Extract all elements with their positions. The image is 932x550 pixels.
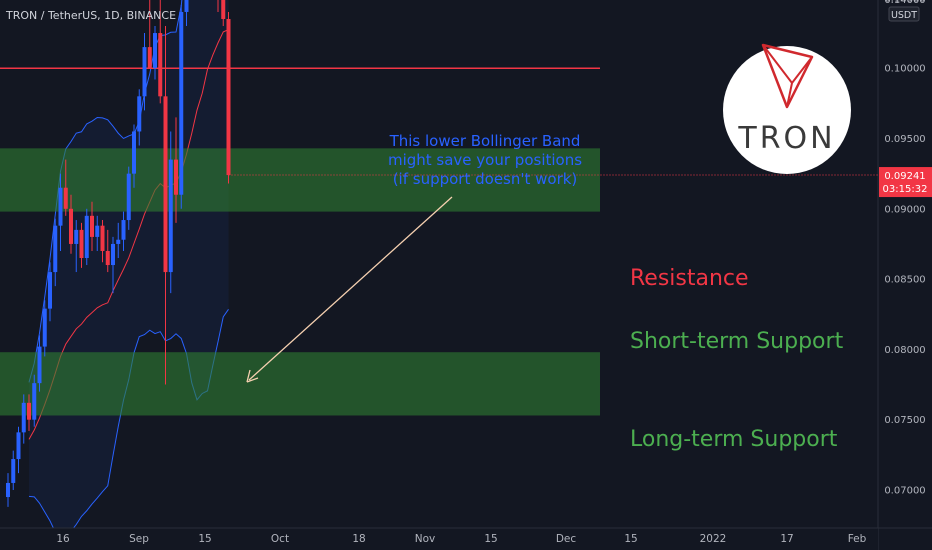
candle-body (95, 225, 100, 237)
callout-text-line: (if support doesn't work) (393, 170, 578, 188)
time-tick: Sep (129, 533, 149, 545)
candle-body (142, 47, 147, 97)
candle-body (221, 0, 226, 19)
candle-body (32, 383, 37, 420)
tron-logo-inner (762, 44, 813, 108)
tron-logo-outline (761, 43, 814, 109)
candle-body (27, 402, 31, 420)
currency-label: USDT (891, 10, 917, 21)
time-tick: 2022 (700, 533, 727, 545)
candle-body (21, 402, 26, 433)
candle-body (147, 47, 152, 69)
candle-body (74, 229, 79, 244)
callout-text-line: This lower Bollinger Band (389, 132, 581, 150)
time-tick: Dec (556, 533, 577, 545)
time-tick: Nov (415, 533, 436, 545)
callout-arrow-line (248, 196, 453, 381)
candle-body (6, 482, 10, 498)
price-axis-bg (878, 0, 932, 550)
last-price-badge (879, 167, 932, 198)
candle-body (84, 215, 89, 259)
price-tick: 0.09500 (884, 134, 925, 145)
candle-body (126, 173, 131, 221)
tron-logo-text: TRON (737, 121, 835, 156)
candle-body (42, 308, 47, 347)
candle-body (105, 250, 110, 266)
short-term-support-label: Short-term Support (630, 329, 844, 354)
callout-arrowhead (246, 369, 259, 383)
symbol-title[interactable]: TRON / TetherUS, 1D, BINANCE (6, 9, 177, 22)
price-tick: 0.08000 (884, 345, 925, 356)
time-axis-bg (0, 528, 878, 550)
currency-badge (888, 6, 920, 22)
candle-body (11, 459, 16, 483)
resistance-label: Resistance (630, 266, 749, 291)
candle-body (16, 432, 21, 460)
price-tick: 0.07500 (884, 415, 925, 426)
price-tick: 0.08500 (884, 275, 925, 286)
tron-logo-circle (723, 46, 851, 174)
short-term-support-zone (0, 148, 600, 212)
price-countdown: 03:15:32 (883, 184, 928, 195)
candle-body (69, 208, 73, 244)
tron-logo-icon (761, 43, 814, 109)
price-tick: 0.14000 (884, 0, 925, 6)
candle-body (37, 346, 42, 384)
time-tick: Oct (271, 533, 289, 545)
candle-body (137, 96, 142, 132)
time-tick: 15 (198, 533, 211, 545)
time-tick: 17 (780, 533, 793, 545)
candle-body (100, 225, 105, 251)
candle-body (158, 33, 163, 97)
candle-body (121, 220, 126, 240)
candle-body (153, 33, 157, 69)
time-tick: Feb (848, 533, 867, 545)
candle-body (179, 11, 184, 195)
price-tick: 0.10500 (884, 0, 925, 4)
candle-body (111, 243, 115, 266)
long-term-support-zone (0, 352, 600, 416)
price-tick: 0.10000 (884, 64, 925, 75)
candle-body (90, 215, 94, 237)
candle-body (116, 239, 121, 244)
candle-body (63, 187, 68, 209)
candle-body (79, 229, 84, 259)
time-tick: 15 (624, 533, 637, 545)
candle-body (226, 18, 231, 176)
candle-body (132, 131, 136, 174)
price-tick: 0.09000 (884, 204, 925, 215)
candle-body (48, 272, 52, 309)
long-term-support-label: Long-term Support (630, 427, 838, 452)
candle-body (53, 225, 58, 273)
candle-body (58, 187, 63, 226)
price-tick: 0.07000 (884, 486, 925, 497)
time-tick: 15 (484, 533, 497, 545)
candle-body (163, 96, 168, 273)
last-price-value: 0.09241 (884, 171, 925, 182)
candle-body (184, 0, 189, 12)
candle-body (174, 159, 178, 195)
callout-text-line: might save your positions (388, 151, 582, 169)
candle-body (168, 159, 173, 273)
time-tick: 16 (56, 533, 70, 545)
time-tick: 18 (352, 533, 365, 545)
